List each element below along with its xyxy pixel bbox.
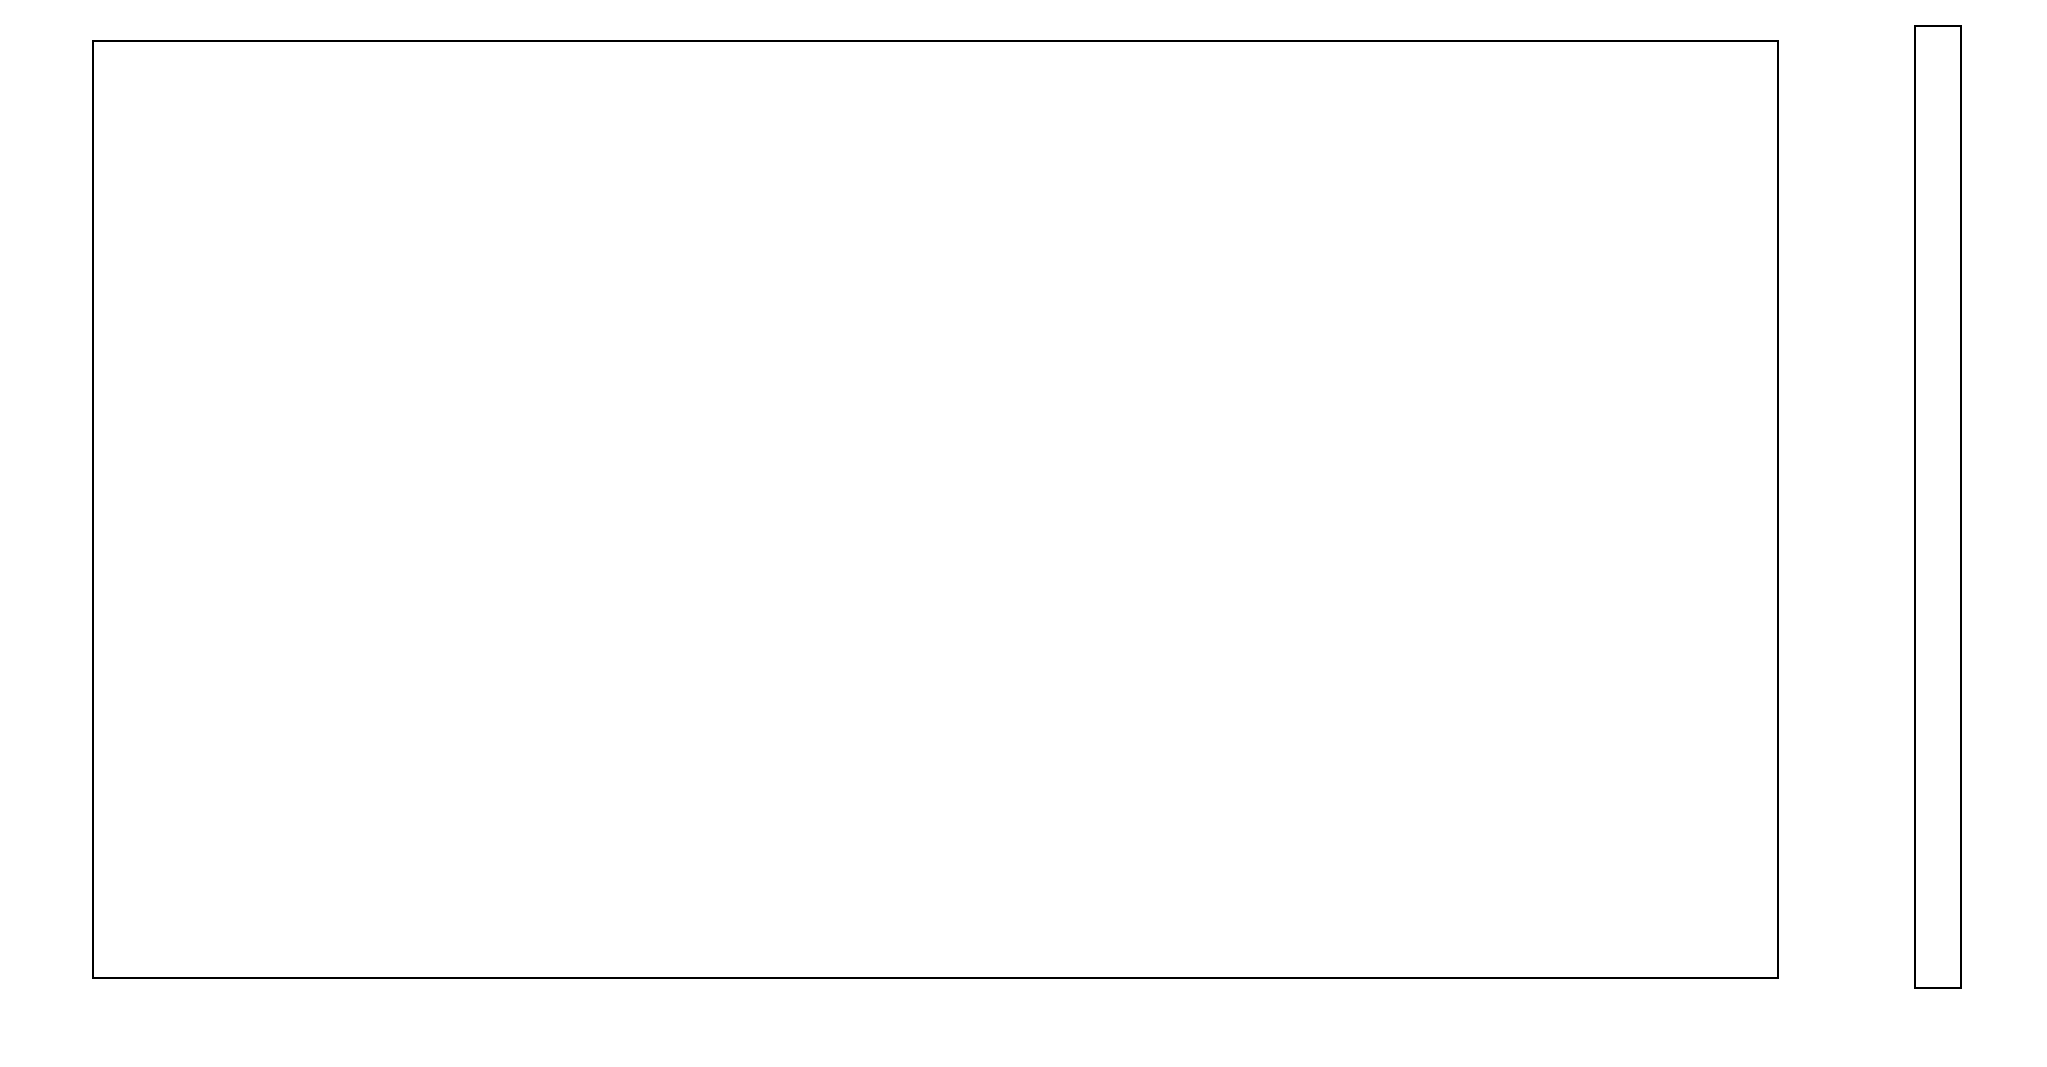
colorbar xyxy=(1914,25,1962,989)
spectrogram-canvas xyxy=(92,40,1779,979)
